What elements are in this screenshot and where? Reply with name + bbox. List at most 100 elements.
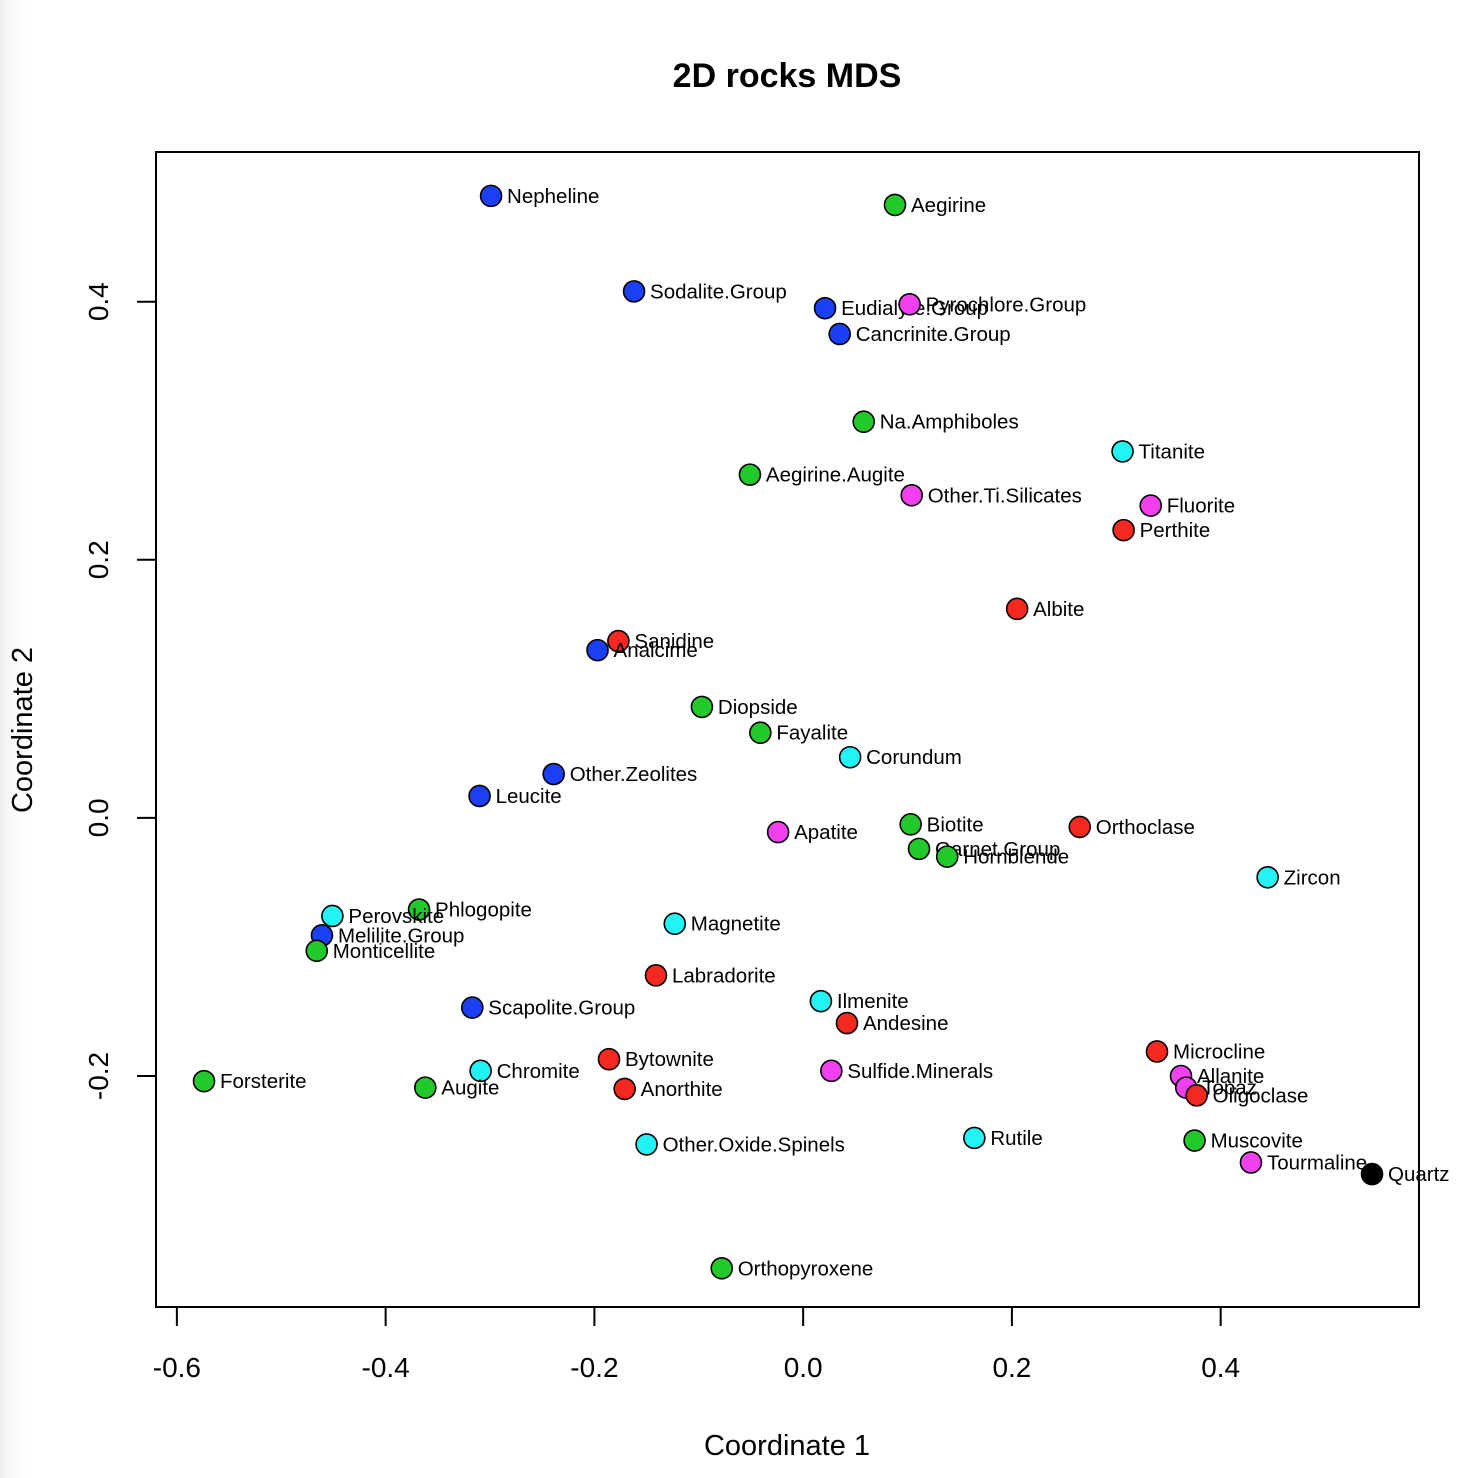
data-point-group: Pyrochlore.Group — [898, 292, 1086, 316]
data-point-marker — [613, 1077, 636, 1101]
y-tick-label: 0.4 — [83, 282, 114, 321]
data-point-label: Other.Zeolites — [570, 763, 698, 786]
data-point-group: Aegirine — [883, 193, 986, 217]
data-point-label: Leucite — [496, 785, 562, 808]
chart-title: 2D rocks MDS — [673, 57, 902, 95]
data-point-group: Other.Oxide.Spinels — [635, 1133, 845, 1156]
data-point-marker — [710, 1256, 734, 1280]
data-point-group: Analcime — [586, 638, 698, 662]
data-point-group: Forsterite — [192, 1069, 307, 1093]
data-point-label: Sodalite.Group — [650, 280, 787, 303]
data-point-label: Rutile — [990, 1127, 1042, 1150]
data-point-label: Magnetite — [691, 913, 781, 936]
data-point-marker — [900, 483, 924, 507]
data-point-group: Albite — [1005, 597, 1084, 621]
data-point-label: Quartz — [1388, 1163, 1450, 1186]
data-point-group: Quartz — [1360, 1162, 1450, 1186]
x-axis: -0.6 -0.4 -0.2 0.0 0.2 0.4 — [153, 1306, 1240, 1383]
x-tick-label: 0.0 — [784, 1352, 823, 1383]
data-point-label: Sulfide.Minerals — [847, 1060, 993, 1083]
data-point-label: Perovskite — [348, 905, 444, 928]
data-point-marker — [1005, 597, 1029, 621]
data-point-group: Ilmenite — [809, 989, 909, 1013]
data-point-marker — [460, 996, 484, 1019]
data-point-label: Muscovite — [1211, 1130, 1303, 1153]
data-point-label: Albite — [1033, 598, 1084, 621]
data-point-marker — [644, 964, 668, 987]
data-point-label: Nepheline — [507, 185, 599, 208]
data-point-marker — [1145, 1040, 1169, 1063]
data-point-label: Titanite — [1139, 440, 1205, 463]
data-point-group: Scapolite.Group — [460, 996, 635, 1020]
data-point-group: Cancrinite.Group — [828, 322, 1011, 346]
data-point-marker — [899, 813, 922, 836]
data-point-label: Orthopyroxene — [738, 1257, 874, 1280]
x-tick-label: 0.4 — [1201, 1352, 1240, 1383]
data-point-label: Forsterite — [220, 1070, 307, 1093]
data-point-label: Other.Ti.Silicates — [928, 484, 1082, 507]
data-point-label: Monticellite — [333, 940, 436, 963]
data-point-marker — [1139, 494, 1163, 517]
data-point-group: Chromite — [469, 1059, 580, 1083]
data-point-marker — [898, 292, 921, 316]
data-point-marker — [749, 721, 772, 745]
data-point-marker — [963, 1126, 986, 1150]
data-point-group: Orthopyroxene — [710, 1256, 874, 1280]
data-point-label: Diopside — [718, 696, 798, 719]
data-point-marker — [663, 912, 687, 936]
data-point-marker — [407, 898, 431, 921]
data-point-marker — [1185, 1084, 1208, 1107]
data-point-marker — [766, 820, 790, 844]
data-point-marker — [852, 410, 875, 434]
data-point-marker — [607, 629, 630, 653]
data-point-group: Other.Ti.Silicates — [900, 483, 1082, 507]
data-point-group: Titanite — [1111, 440, 1205, 463]
data-point-label: Garnet.Group — [935, 838, 1060, 861]
data-point-marker — [622, 280, 646, 303]
data-point-marker — [414, 1076, 437, 1099]
data-point-label: Orthoclase — [1096, 816, 1195, 839]
data-point-label: Chromite — [497, 1060, 580, 1083]
data-point-label: Labradorite — [672, 964, 776, 987]
data-point-marker — [813, 296, 837, 320]
data-point-marker — [883, 193, 907, 217]
data-point-group: Hornblende — [935, 845, 1069, 869]
data-point-marker — [809, 989, 833, 1013]
data-point-group: Aegirine.Augite — [738, 463, 905, 487]
data-point-marker — [907, 837, 931, 861]
data-point-group: Nepheline — [479, 184, 599, 208]
data-point-marker — [542, 762, 565, 786]
data-point-label: Zircon — [1284, 866, 1341, 889]
data-point-marker — [1239, 1151, 1263, 1174]
data-point-label: Apatite — [794, 821, 858, 844]
data-point-group: Apatite — [766, 820, 858, 844]
data-point-label: Na.Amphiboles — [880, 411, 1019, 434]
data-point-marker — [1111, 440, 1134, 463]
data-point-group: Garnet.Group — [907, 837, 1060, 861]
data-point-group: Leucite — [468, 784, 562, 808]
data-point-group: Microcline — [1145, 1040, 1265, 1063]
data-point-label: Topaz — [1202, 1077, 1257, 1100]
data-point-marker — [1256, 865, 1279, 889]
data-point-label: Fayalite — [776, 722, 848, 745]
y-tick-label: -0.2 — [83, 1052, 114, 1100]
data-point-group: Sodalite.Group — [622, 280, 787, 303]
data-point-group: Labradorite — [644, 964, 776, 987]
data-point-group: Diopside — [690, 695, 798, 719]
data-point-marker — [935, 845, 959, 868]
scatter-points: NephelineAegirineSodalite.GroupEudialyte… — [192, 184, 1450, 1280]
data-point-label: Bytownite — [625, 1048, 714, 1071]
data-point-label: Melilite.Group — [338, 924, 464, 947]
data-point-label: Hornblende — [963, 846, 1069, 869]
data-point-label: Biotite — [927, 813, 984, 836]
data-point-group: Perovskite — [321, 904, 444, 928]
data-point-group: Magnetite — [663, 912, 781, 936]
data-point-label: Other.Oxide.Spinels — [663, 1133, 845, 1156]
y-axis-label: Coordinate 2 — [7, 647, 39, 813]
data-point-label: Perthite — [1140, 519, 1211, 542]
data-point-marker — [1360, 1162, 1384, 1186]
data-point-group: Sulfide.Minerals — [820, 1059, 993, 1083]
data-point-marker — [479, 184, 503, 208]
